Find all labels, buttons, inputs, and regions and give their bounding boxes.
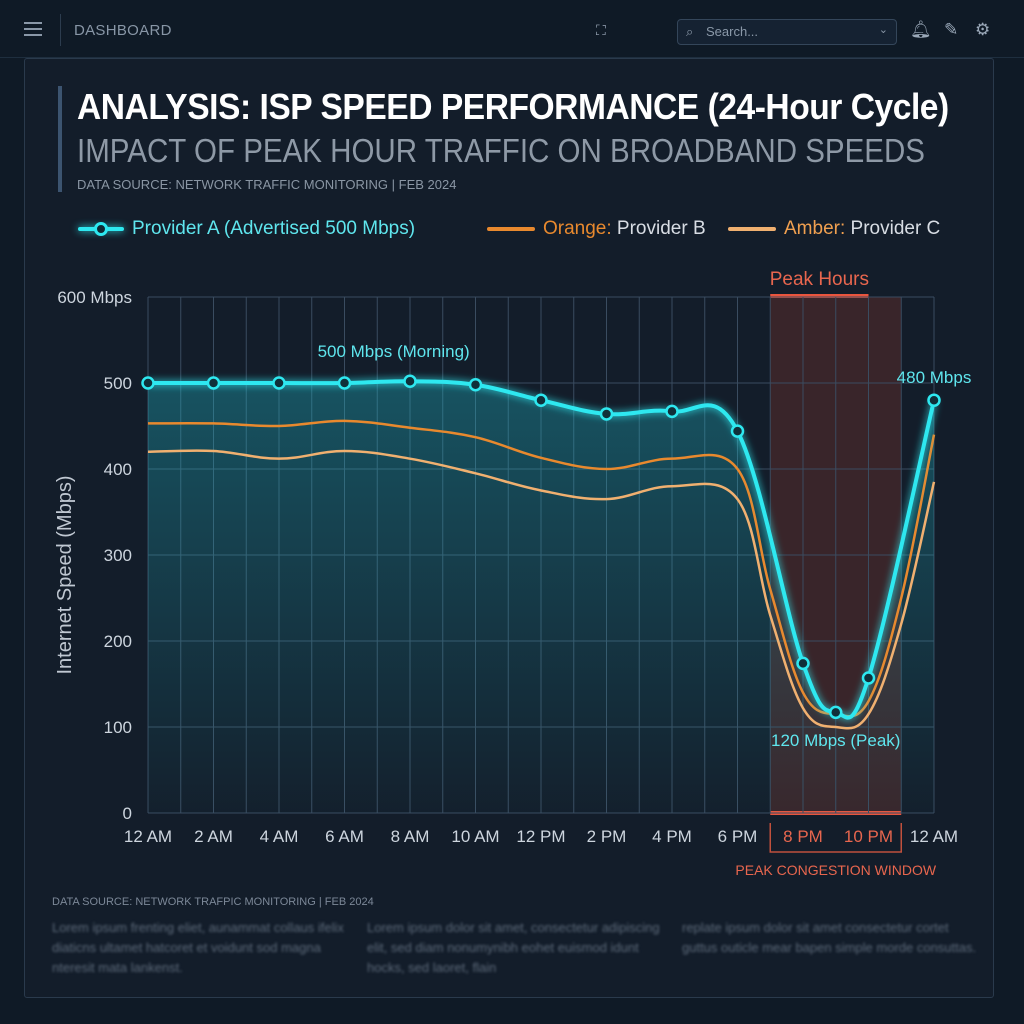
footer-text-1: Lorem ipsum frenting eliet, aunammat col… bbox=[52, 920, 344, 975]
annotation-label: 480 Mbps bbox=[897, 368, 972, 387]
search-placeholder: Search... bbox=[706, 24, 759, 39]
search-icon: ⌕ bbox=[686, 24, 694, 39]
legend-prefix-c: Amber: bbox=[784, 218, 846, 239]
y-tick-label: 400 bbox=[104, 460, 132, 479]
legend-label-b: Provider B bbox=[611, 218, 706, 239]
footer-text-2: Lorem ipsum dolor sit amet, consectetur … bbox=[367, 920, 660, 975]
chart-subtitle: IMPACT OF PEAK HOUR TRAFFIC ON BROADBAND… bbox=[77, 132, 925, 169]
peak-window-bracket bbox=[769, 823, 902, 853]
chevron-down-icon[interactable]: ⌄ bbox=[878, 24, 888, 36]
x-tick-label: 6 PM bbox=[718, 827, 758, 846]
series-line-provider-c bbox=[147, 449, 936, 730]
data-point-provider-a bbox=[272, 376, 286, 390]
series-line-provider-b bbox=[147, 419, 936, 718]
data-point-provider-a bbox=[861, 671, 876, 685]
data-point-provider-a bbox=[599, 407, 614, 421]
x-tick-label: 12 PM bbox=[516, 827, 565, 846]
legend-label-a: Provider A (Advertised 500 Mbps) bbox=[132, 218, 416, 239]
provider-a-area bbox=[148, 381, 934, 813]
legend-prefix-b: Orange: bbox=[543, 218, 612, 239]
footer-source: DATA SOURCE: NETWORK TRAFPIC MONITORING … bbox=[52, 896, 374, 908]
data-point-provider-a bbox=[665, 404, 679, 419]
y-tick-label: 600 Mbps bbox=[57, 288, 132, 307]
x-tick-label: 2 AM bbox=[194, 827, 233, 846]
bell-icon[interactable]: 🔔︎ bbox=[910, 20, 932, 39]
top-bar: DASHBOARD ⛶ ⌕ Search... ⌄ 🔔︎ ✎ ⚙ bbox=[0, 0, 1024, 58]
peak-hours-bar bbox=[770, 294, 869, 298]
legend-provider-b: Orange: Provider B bbox=[487, 218, 706, 240]
dashboard-title: DASHBOARD bbox=[74, 22, 172, 39]
scan-icon[interactable]: ⛶ bbox=[596, 22, 606, 38]
legend-swatch-a bbox=[78, 222, 124, 236]
data-point-provider-a bbox=[730, 424, 745, 438]
chart-title: ANALYSIS: ISP SPEED PERFORMANCE (24-Hour… bbox=[77, 86, 949, 127]
legend-label-c: Provider C bbox=[845, 218, 941, 239]
data-point-provider-a bbox=[141, 376, 155, 390]
x-tick-label: 2 PM bbox=[587, 827, 627, 846]
x-tick-label: 6 AM bbox=[325, 827, 364, 846]
data-point-provider-a bbox=[206, 376, 221, 390]
peak-hours-label: Peak Hours bbox=[770, 269, 869, 290]
x-tick-label: 12 AM bbox=[124, 827, 172, 846]
data-source: DATA SOURCE: NETWORK TRAFFIC MONITORING … bbox=[77, 177, 457, 192]
edit-icon[interactable]: ✎ bbox=[944, 20, 959, 39]
legend-swatch-c bbox=[728, 227, 776, 231]
y-axis-label: Internet Speed (Mbps) bbox=[54, 476, 76, 675]
legend-swatch-b bbox=[487, 227, 535, 231]
peak-window-label: PEAK CONGESTION WINDOW bbox=[735, 862, 936, 878]
x-tick-label: 8 AM bbox=[391, 827, 430, 846]
x-tick-label: 10 PM bbox=[844, 827, 893, 846]
annotation-label: 500 Mbps (Morning) bbox=[318, 342, 470, 361]
series-line-provider-a bbox=[148, 379, 936, 720]
data-point-provider-a bbox=[829, 705, 843, 720]
data-point-provider-a bbox=[534, 393, 548, 407]
search-input[interactable]: ⌕ Search... ⌄ bbox=[677, 19, 897, 45]
y-tick-label: 100 bbox=[104, 718, 132, 737]
annotation-label: 120 Mbps (Peak) bbox=[771, 731, 900, 750]
y-tick-label: 500 bbox=[104, 374, 132, 393]
legend-provider-a: Provider A (Advertised 500 Mbps) bbox=[78, 218, 415, 240]
y-tick-label: 0 bbox=[123, 804, 132, 823]
data-point-provider-a bbox=[468, 377, 483, 392]
y-tick-label: 200 bbox=[104, 632, 132, 651]
x-tick-label: 4 PM bbox=[652, 827, 692, 846]
x-tick-label: 4 AM bbox=[260, 827, 299, 846]
data-point-provider-a bbox=[403, 374, 417, 389]
data-point-provider-a bbox=[927, 393, 941, 407]
x-tick-label: 12 AM bbox=[910, 827, 958, 846]
footer-text-3: replate ipsum dolor sit amet consectetur… bbox=[682, 920, 977, 955]
x-tick-label: 8 PM bbox=[783, 827, 823, 846]
y-tick-label: 300 bbox=[104, 546, 132, 565]
menu-icon[interactable] bbox=[24, 22, 42, 36]
gear-icon[interactable]: ⚙ bbox=[975, 20, 991, 39]
legend-provider-c: Amber: Provider C bbox=[728, 218, 940, 240]
data-point-provider-a bbox=[337, 376, 352, 390]
title-accent bbox=[58, 86, 62, 192]
data-point-provider-a bbox=[796, 656, 810, 671]
x-tick-label: 10 AM bbox=[451, 827, 499, 846]
divider bbox=[60, 14, 61, 46]
